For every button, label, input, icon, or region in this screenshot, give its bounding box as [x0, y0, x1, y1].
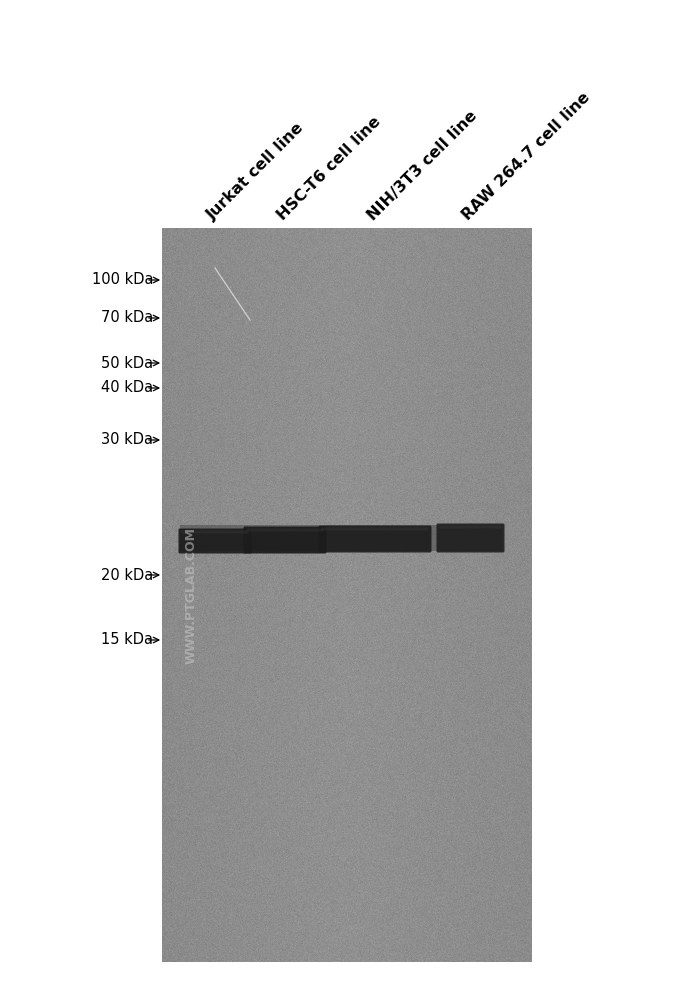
FancyBboxPatch shape [437, 523, 505, 553]
Text: Jurkat cell line: Jurkat cell line [204, 120, 307, 223]
Text: NIH/3T3 cell line: NIH/3T3 cell line [365, 108, 480, 223]
Text: 100 kDa: 100 kDa [91, 273, 153, 288]
FancyBboxPatch shape [243, 526, 326, 554]
FancyBboxPatch shape [182, 530, 249, 533]
FancyBboxPatch shape [179, 528, 252, 554]
Text: HSC-T6 cell line: HSC-T6 cell line [274, 114, 384, 223]
FancyBboxPatch shape [322, 527, 428, 530]
FancyBboxPatch shape [319, 525, 432, 553]
Text: 30 kDa: 30 kDa [101, 432, 153, 447]
Text: WWW.PTGLAB.COM: WWW.PTGLAB.COM [185, 526, 198, 664]
Text: 20 kDa: 20 kDa [100, 568, 153, 583]
Text: 40 kDa: 40 kDa [101, 381, 153, 396]
Text: 50 kDa: 50 kDa [101, 355, 153, 371]
Text: RAW 264.7 cell line: RAW 264.7 cell line [459, 90, 593, 223]
Bar [180, 525, 502, 551]
Text: 15 kDa: 15 kDa [101, 633, 153, 648]
FancyBboxPatch shape [439, 525, 502, 528]
FancyBboxPatch shape [247, 528, 324, 531]
Text: 70 kDa: 70 kDa [100, 311, 153, 325]
